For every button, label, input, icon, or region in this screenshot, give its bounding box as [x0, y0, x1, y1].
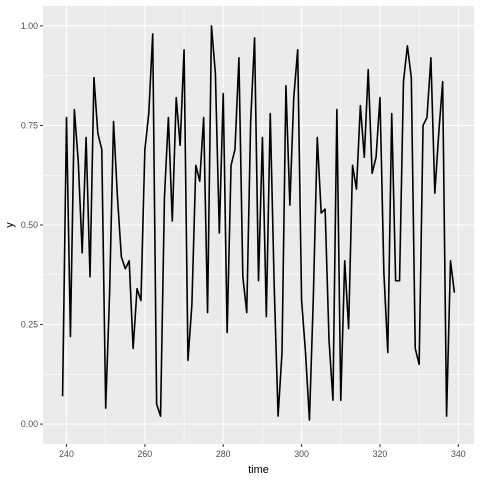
- series-line: [61, 25, 456, 421]
- x-tick-label: 280: [216, 449, 231, 459]
- x-tick-label: 320: [373, 449, 388, 459]
- y-tick-label: 0.25: [21, 320, 38, 330]
- y-tick-label: 0.50: [21, 220, 38, 230]
- x-tick-label: 340: [451, 449, 466, 459]
- x-tick-label: 300: [294, 449, 309, 459]
- x-tick-label: 260: [138, 449, 153, 459]
- y-axis: 0.00 0.25 0.50 0.75 1.00: [21, 21, 43, 429]
- y-tick-label: 0.75: [21, 120, 38, 130]
- y-tick-label: 0.00: [21, 419, 38, 429]
- x-axis: 240 260 280 300 320 340: [59, 444, 466, 459]
- y-axis-title: y: [4, 222, 16, 228]
- x-axis-title: time: [248, 464, 269, 476]
- y-tick-label: 1.00: [21, 21, 38, 31]
- x-tick-label: 240: [59, 449, 74, 459]
